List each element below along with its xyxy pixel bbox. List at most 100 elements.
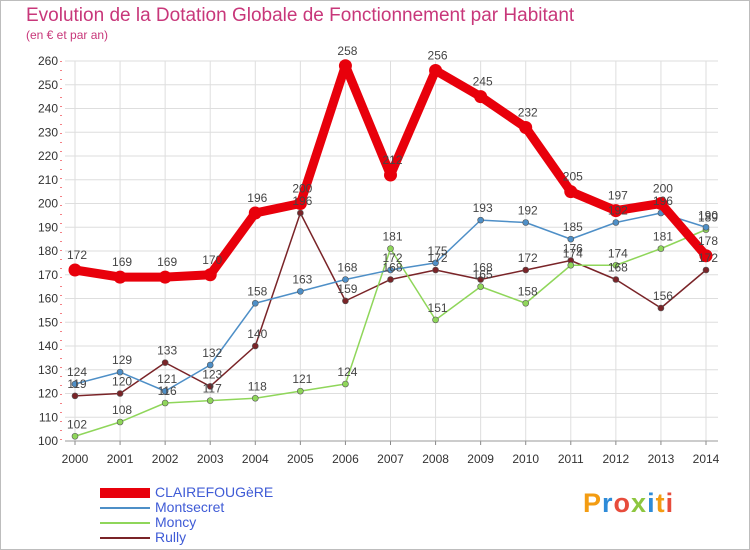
data-label: 200: [292, 182, 312, 196]
data-label: 169: [157, 255, 177, 269]
y-tick-label: 260: [38, 54, 58, 68]
data-label: 124: [67, 365, 87, 379]
data-point: [206, 383, 214, 390]
data-label: 232: [518, 106, 538, 120]
y-tick-label: 100: [38, 434, 58, 448]
legend-label: Rully: [155, 529, 187, 545]
x-tick-label: 2000: [62, 452, 89, 466]
data-point: [161, 359, 169, 366]
data-point: [251, 299, 259, 307]
data-label: 175: [428, 244, 448, 258]
data-label: 168: [382, 261, 402, 275]
data-label: 108: [112, 403, 132, 417]
data-point: [71, 392, 79, 400]
legend-label: Moncy: [155, 514, 197, 530]
data-label: 178: [698, 234, 718, 248]
data-point: [432, 316, 439, 324]
data-label: 189: [698, 211, 718, 225]
data-label: 102: [67, 417, 87, 431]
data-point: [564, 185, 578, 199]
data-point: [612, 261, 620, 269]
data-label: 158: [247, 284, 267, 298]
y-tick-label: 230: [38, 125, 58, 139]
data-point: [297, 387, 304, 395]
data-point: [699, 249, 713, 263]
data-point: [338, 59, 352, 73]
x-tick-label: 2014: [693, 452, 720, 466]
data-point: [522, 299, 530, 307]
legend-label: Montsecret: [155, 499, 225, 515]
data-label: 121: [157, 372, 177, 386]
data-label: 140: [247, 327, 267, 341]
data-point: [612, 276, 620, 283]
data-label: 172: [67, 248, 87, 262]
data-label: 196: [653, 194, 673, 208]
data-label: 181: [382, 230, 402, 244]
proxiti-logo: Proxiti: [583, 488, 675, 518]
data-point: [567, 235, 575, 243]
data-point: [161, 399, 169, 407]
data-label: 205: [563, 170, 583, 184]
data-point: [567, 261, 575, 269]
y-tick-label: 140: [38, 339, 58, 353]
legend-swatch: [100, 488, 150, 498]
data-label: 117: [203, 382, 222, 396]
data-point: [519, 121, 533, 134]
data-point: [71, 380, 79, 388]
y-tick-label: 120: [38, 387, 58, 401]
data-label: 190: [698, 208, 718, 222]
data-point: [68, 263, 82, 277]
data-point: [71, 432, 79, 440]
data-label: 174: [563, 246, 583, 260]
data-point: [206, 397, 214, 404]
data-point: [158, 270, 172, 284]
y-tick-label: 190: [38, 220, 58, 234]
data-label: 256: [428, 49, 448, 63]
y-tick-label: 170: [38, 268, 58, 282]
data-label: 197: [608, 189, 628, 203]
data-label: 120: [112, 375, 132, 389]
data-label: 181: [653, 230, 673, 244]
y-tick-label: 110: [39, 410, 58, 424]
y-tick-label: 200: [38, 197, 58, 211]
data-label: 172: [428, 251, 448, 265]
data-point: [522, 219, 530, 226]
data-label: 119: [67, 377, 86, 391]
data-point: [477, 276, 484, 283]
data-point: [206, 361, 214, 369]
data-point: [297, 288, 304, 295]
legend-label: CLAIREFOUGèRE: [155, 484, 274, 500]
y-tick-label: 240: [38, 102, 58, 116]
y-tick-label: 130: [38, 363, 58, 377]
x-tick-label: 2004: [242, 452, 269, 466]
data-label: 172: [382, 251, 402, 265]
data-label: 121: [292, 372, 312, 386]
legend-swatch: [100, 522, 150, 524]
data-point: [203, 268, 217, 282]
data-label: 170: [202, 253, 222, 267]
data-point: [477, 216, 484, 224]
data-point: [477, 283, 484, 290]
data-label: 192: [608, 204, 628, 218]
data-label: 168: [608, 261, 628, 275]
chart-subtitle: (en € et par an): [26, 28, 109, 42]
x-tick-label: 2010: [512, 452, 539, 466]
legend-swatch: [100, 537, 150, 539]
data-point: [387, 245, 394, 252]
legend-swatch: [100, 507, 150, 509]
data-label: 156: [653, 289, 673, 303]
line-chart: 100 110 120 130 140 150 160 170 180 190 200 210 220 2…: [38, 44, 720, 466]
data-point: [387, 276, 394, 283]
data-point: [609, 204, 623, 218]
data-label: 124: [337, 365, 357, 379]
data-point: [116, 390, 124, 397]
data-label: 168: [337, 261, 357, 275]
data-point: [702, 266, 710, 274]
y-tick-label: 180: [38, 244, 58, 258]
data-point: [342, 380, 349, 388]
data-label: 196: [292, 194, 312, 208]
data-label: 123: [202, 367, 222, 381]
data-point: [342, 276, 349, 283]
data-point: [432, 259, 439, 267]
data-point: [429, 64, 443, 77]
